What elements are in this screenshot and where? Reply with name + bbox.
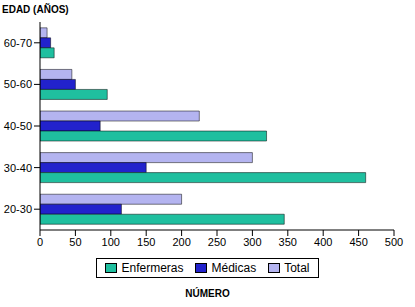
svg-text:250: 250: [208, 236, 226, 248]
svg-text:300: 300: [243, 236, 261, 248]
svg-text:0: 0: [37, 236, 43, 248]
svg-text:450: 450: [349, 236, 367, 248]
html-text:Médicas: Médicas: [211, 261, 257, 275]
html-text:Enfermeras: Enfermeras: [121, 261, 184, 275]
svg-text:200: 200: [172, 236, 190, 248]
html-text:EDAD (AÑOS): EDAD (AÑOS): [2, 4, 69, 15]
svg-text:150: 150: [137, 236, 155, 248]
svg-text:60-70: 60-70: [8, 37, 32, 49]
svg-text:500: 500: [385, 236, 403, 248]
html-text:NÚMERO: NÚMERO: [185, 288, 230, 299]
html-text:Total: Total: [284, 261, 310, 275]
svg-text:30-40: 30-40: [8, 162, 32, 174]
svg-text:50: 50: [69, 236, 81, 248]
svg-text:400: 400: [314, 236, 332, 248]
svg-text:20-30: 20-30: [8, 203, 32, 215]
svg-text:100: 100: [102, 236, 120, 248]
svg-text:350: 350: [279, 236, 297, 248]
svg-text:50-60: 50-60: [8, 78, 32, 90]
svg-text:40-50: 40-50: [8, 120, 32, 132]
